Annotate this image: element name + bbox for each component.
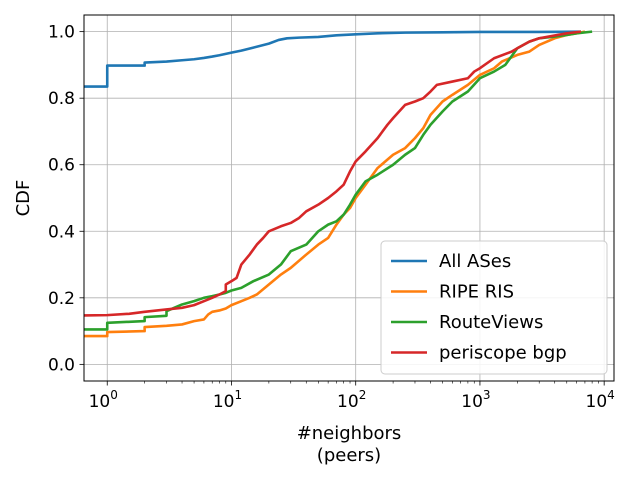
legend-label-routeviews: RouteViews [439, 312, 543, 333]
x-tick-label: 101 [213, 388, 242, 412]
x-tick-label: 104 [586, 388, 615, 412]
x-axis-label-unit: (peers) [317, 445, 381, 466]
x-tick-label: 100 [89, 388, 118, 412]
y-tick-label: 0.2 [48, 289, 75, 309]
series-lines [84, 30, 593, 338]
y-axis-ticks: 0.0 0.2 0.4 0.6 0.8 1.0 [48, 23, 84, 375]
series-line-all-ases [84, 30, 581, 88]
plot-frame [83, 14, 615, 382]
x-tick-label: 103 [461, 388, 490, 412]
legend-box [380, 240, 608, 375]
legend: All ASes RIPE RIS RouteViews periscope bgp [380, 240, 608, 375]
x-axis-ticks: 100 101 102 103 104 [89, 381, 615, 412]
series-line-routeviews [84, 30, 593, 331]
y-axis-label: CDF [13, 180, 34, 217]
y-tick-label: 0.0 [48, 355, 75, 375]
legend-label-all-ases: All ASes [439, 251, 511, 272]
legend-label-ripe-ris: RIPE RIS [439, 282, 514, 303]
y-tick-label: 0.6 [48, 156, 75, 176]
y-tick-label: 0.4 [48, 222, 75, 242]
x-axis-label: #neighbors [297, 423, 402, 444]
series-line-periscope-bgp [84, 30, 582, 317]
legend-label-periscope-bgp: periscope bgp [439, 343, 567, 364]
y-tick-label: 0.8 [48, 89, 75, 109]
x-tick-label: 102 [337, 388, 366, 412]
series-line-ripe-ris [84, 30, 586, 338]
y-tick-label: 1.0 [48, 23, 75, 43]
